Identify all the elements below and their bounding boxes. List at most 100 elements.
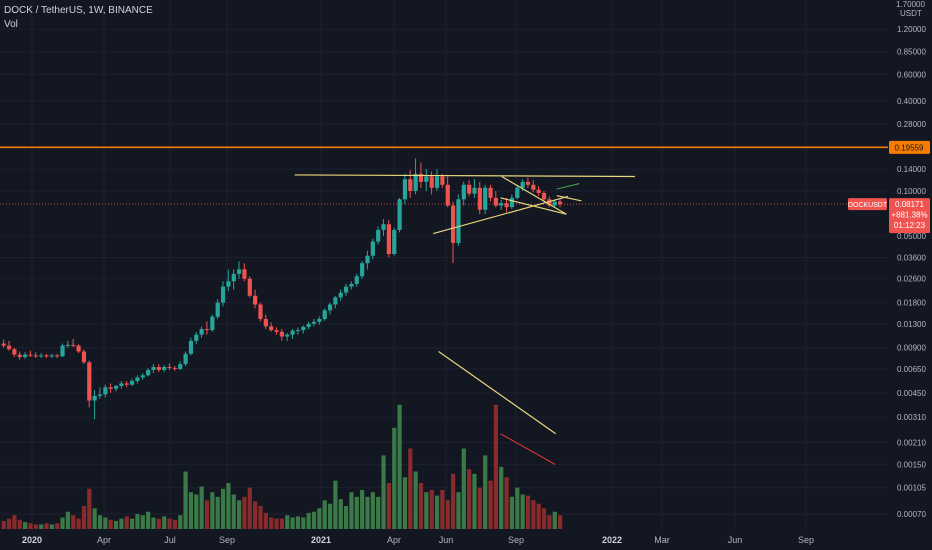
candle-body[interactable] — [103, 387, 108, 395]
candle-body[interactable] — [242, 269, 247, 279]
candle-body[interactable] — [354, 276, 359, 284]
candle-body[interactable] — [381, 224, 386, 230]
candle-body[interactable] — [451, 205, 456, 243]
candle-body[interactable] — [124, 383, 129, 385]
candle-body[interactable] — [210, 316, 215, 331]
candle-body[interactable] — [402, 179, 408, 200]
candle-body[interactable] — [172, 367, 177, 369]
candle-body[interactable] — [467, 184, 472, 194]
candle-body[interactable] — [301, 326, 306, 331]
candle-body[interactable] — [386, 224, 391, 254]
candle-body[interactable] — [311, 321, 317, 324]
candle-body[interactable] — [504, 203, 509, 208]
candle-body[interactable] — [333, 297, 338, 305]
candle-body[interactable] — [162, 366, 167, 370]
decline-line-secondary[interactable] — [500, 433, 556, 465]
candle-body[interactable] — [44, 355, 49, 357]
candle-body[interactable] — [135, 377, 140, 382]
candle-body[interactable] — [231, 273, 236, 282]
candle-body[interactable] — [558, 201, 563, 205]
time-axis[interactable]: 2020 Apr Jul Sep 2021 Apr Jun Sep 2022 Mar Jun Sep — [22, 535, 814, 545]
candle-body[interactable] — [130, 381, 135, 385]
candle-body[interactable] — [6, 345, 12, 350]
candle-body[interactable] — [258, 304, 263, 319]
candle-body[interactable] — [215, 302, 220, 317]
candle-body[interactable] — [525, 181, 531, 185]
candle-body[interactable] — [146, 369, 151, 376]
candle-body[interactable] — [220, 286, 226, 303]
candle-body[interactable] — [151, 366, 156, 370]
candle-body[interactable] — [408, 179, 413, 191]
candle-body[interactable] — [247, 278, 252, 296]
candle-body[interactable] — [12, 349, 17, 355]
candle-body[interactable] — [488, 187, 493, 198]
candle-body[interactable] — [71, 344, 76, 346]
candle-body[interactable] — [156, 366, 161, 370]
wedge-line-extension[interactable] — [556, 195, 582, 202]
candle-body[interactable] — [499, 203, 504, 206]
candle-body[interactable] — [279, 331, 284, 337]
candle-body[interactable] — [397, 199, 402, 230]
candle-body[interactable] — [274, 330, 279, 332]
candle-body[interactable] — [108, 387, 113, 389]
candle-body[interactable] — [445, 184, 450, 206]
candle-body[interactable] — [167, 366, 172, 368]
candle-body[interactable] — [360, 263, 365, 277]
candles[interactable] — [1, 158, 563, 420]
candle-body[interactable] — [140, 375, 145, 378]
candle-body[interactable] — [33, 355, 38, 357]
triangle-upper-line[interactable] — [294, 174, 635, 178]
candle-body[interactable] — [376, 229, 381, 242]
candle-body[interactable] — [493, 197, 498, 206]
candle-body[interactable] — [327, 304, 333, 311]
candle-body[interactable] — [472, 187, 477, 194]
volume-indicator-label[interactable]: Vol — [4, 19, 18, 30]
candle-body[interactable] — [413, 173, 418, 191]
candle-body[interactable] — [365, 255, 370, 264]
candle-body[interactable] — [290, 330, 295, 335]
candle-body[interactable] — [322, 310, 327, 319]
candle-body[interactable] — [418, 173, 424, 182]
candle-body[interactable] — [520, 181, 525, 188]
candle-body[interactable] — [81, 351, 87, 363]
candle-body[interactable] — [39, 355, 44, 357]
candle-body[interactable] — [477, 187, 482, 210]
projection-up-line[interactable] — [556, 183, 580, 190]
candle-body[interactable] — [1, 343, 6, 346]
candle-body[interactable] — [55, 355, 60, 357]
candle-body[interactable] — [370, 241, 375, 256]
price-axis[interactable]: 1.70000 USDT 1.20000 0.85000 0.60000 0.4000… — [896, 0, 926, 519]
candle-body[interactable] — [461, 184, 466, 200]
decline-line-main[interactable] — [438, 350, 557, 435]
candle-body[interactable] — [65, 344, 70, 346]
candle-body[interactable] — [456, 199, 461, 243]
candle-body[interactable] — [92, 395, 97, 401]
candle-body[interactable] — [199, 329, 204, 335]
candle-body[interactable] — [338, 292, 343, 298]
candle-body[interactable] — [531, 184, 536, 190]
candle-body[interactable] — [263, 318, 268, 327]
candle-body[interactable] — [204, 329, 210, 331]
candle-body[interactable] — [424, 176, 429, 182]
candle-body[interactable] — [434, 176, 440, 188]
candle-body[interactable] — [183, 353, 188, 365]
candle-body[interactable] — [536, 189, 541, 193]
candle-body[interactable] — [429, 176, 434, 188]
candle-body[interactable] — [509, 197, 515, 208]
candle-body[interactable] — [306, 323, 311, 327]
candle-body[interactable] — [269, 326, 274, 331]
candle-body[interactable] — [344, 286, 349, 293]
candle-body[interactable] — [194, 334, 199, 341]
candle-body[interactable] — [483, 187, 488, 210]
candle-body[interactable] — [440, 176, 445, 185]
candle-body[interactable] — [23, 354, 28, 358]
candle-body[interactable] — [60, 345, 65, 357]
candle-body[interactable] — [515, 187, 520, 198]
candle-body[interactable] — [97, 394, 103, 396]
candle-body[interactable] — [547, 199, 552, 206]
candle-body[interactable] — [119, 383, 124, 387]
candle-body[interactable] — [552, 201, 557, 206]
candle-body[interactable] — [226, 281, 231, 287]
candle-body[interactable] — [392, 229, 397, 254]
